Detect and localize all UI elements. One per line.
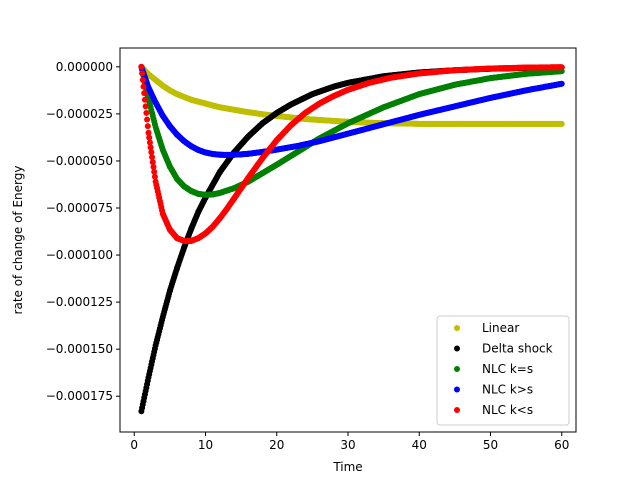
data-point xyxy=(149,154,156,161)
legend-label-linear: Linear xyxy=(482,321,519,335)
data-point xyxy=(558,120,565,127)
y-tick-label: −0.000050 xyxy=(46,154,113,168)
data-point xyxy=(146,139,153,146)
x-tick-label: 30 xyxy=(340,438,355,452)
x-tick-label: 60 xyxy=(554,438,569,452)
series-nlc-k-s xyxy=(138,63,565,158)
legend: Linear Delta shock NLC k=s NLC k>s NLC k<s xyxy=(436,315,570,426)
data-point xyxy=(139,70,146,77)
y-tick-label: −0.000150 xyxy=(46,342,113,356)
y-tick-label: −0.000125 xyxy=(46,295,113,309)
y-tick-label: 0.000000 xyxy=(56,60,113,74)
data-point xyxy=(558,80,565,87)
data-point xyxy=(146,134,153,141)
data-point xyxy=(144,123,151,130)
x-tick-label: 50 xyxy=(483,438,498,452)
data-point xyxy=(148,149,155,156)
data-point xyxy=(139,77,146,83)
data-point xyxy=(144,116,151,123)
legend-marker-linear xyxy=(454,325,460,331)
legend-marker-delta-shock xyxy=(454,345,460,352)
data-point xyxy=(142,103,149,110)
data-point xyxy=(150,163,157,170)
data-point xyxy=(151,168,158,175)
legend-marker-nlc-k-s xyxy=(454,386,460,393)
data-point xyxy=(558,64,565,71)
y-axis: 0.000000 −0.000025 −0.000050 −0.000075 −0.00… xyxy=(46,60,120,403)
series-nlc-k-s xyxy=(138,63,565,244)
data-point xyxy=(141,90,148,97)
series-linear xyxy=(138,63,565,127)
y-tick-label: −0.000100 xyxy=(46,248,113,262)
plot-area xyxy=(119,47,577,433)
legend-label-delta-shock: Delta shock xyxy=(482,342,553,356)
data-point xyxy=(149,159,156,166)
legend-marker-nlc-k-s xyxy=(454,407,460,413)
data-point xyxy=(140,83,147,90)
data-point xyxy=(141,96,148,103)
y-tick-label: −0.000025 xyxy=(46,107,113,121)
legend-marker-nlc-k-s xyxy=(454,366,460,372)
data-point xyxy=(138,63,145,70)
x-tick-label: 20 xyxy=(269,438,284,452)
legend-box xyxy=(436,315,570,426)
legend-label-nlc-k-s: NLC k<s xyxy=(482,403,533,417)
data-point xyxy=(147,144,154,151)
y-tick-label: −0.000075 xyxy=(46,201,113,215)
data-point xyxy=(143,109,150,116)
x-tick-label: 10 xyxy=(198,438,213,452)
data-point xyxy=(151,173,158,180)
y-tick-label: −0.000175 xyxy=(46,389,113,403)
data-point xyxy=(145,129,152,136)
x-tick-label: 0 xyxy=(130,438,138,452)
series-layer xyxy=(138,63,565,415)
y-axis-label: rate of change of Energy xyxy=(11,166,25,315)
x-tick-label: 40 xyxy=(412,438,427,452)
x-axis: 0 10 20 30 40 50 60 xyxy=(130,432,569,452)
x-axis-label: Time xyxy=(332,460,362,474)
legend-label-nlc-k-s: NLC k=s xyxy=(482,362,533,376)
legend-label-nlc-k-s: NLC k>s xyxy=(482,383,533,397)
